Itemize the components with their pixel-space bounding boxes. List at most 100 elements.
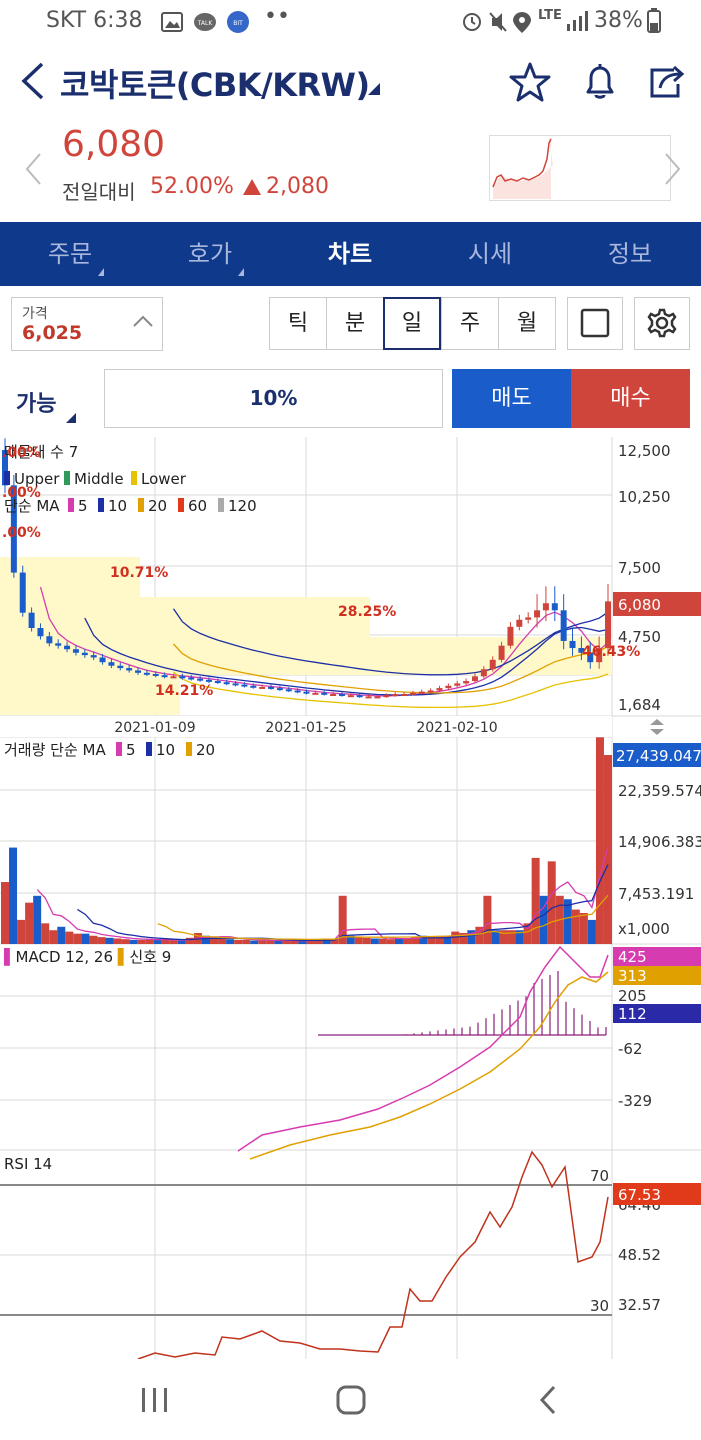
candle-body bbox=[338, 694, 345, 697]
tab-info[interactable]: 정보 bbox=[560, 222, 700, 286]
candle-body bbox=[152, 673, 159, 676]
y-tick: 7,500 bbox=[618, 559, 661, 577]
candle-body bbox=[179, 676, 186, 679]
volume-bar bbox=[411, 937, 420, 944]
battery-percent: 38% bbox=[594, 8, 643, 33]
candle-body bbox=[542, 603, 549, 611]
candle-body bbox=[259, 686, 266, 689]
volume-bar bbox=[531, 857, 540, 944]
volume-bar bbox=[121, 939, 130, 944]
y-tick: 10,250 bbox=[618, 488, 671, 506]
available-selector[interactable]: 가능 bbox=[16, 386, 56, 418]
chart-area[interactable]: 매물대 수 7 Upper Middle Lower 단순 MA 5 10 20 60… bbox=[0, 437, 701, 1359]
tab-label: 호가 bbox=[187, 240, 233, 268]
tab-orderbook[interactable]: 호가 bbox=[140, 222, 280, 286]
settings-button[interactable] bbox=[634, 297, 690, 350]
rsi-line bbox=[137, 1150, 609, 1359]
svg-text:TALK: TALK bbox=[197, 20, 214, 27]
volume-bar bbox=[89, 935, 98, 944]
candle-body bbox=[64, 645, 71, 650]
period-tick[interactable]: 틱 bbox=[269, 297, 327, 350]
sell-button[interactable]: 매도 bbox=[452, 369, 571, 428]
tab-order[interactable]: 주문 bbox=[0, 222, 140, 286]
title-dropdown-icon[interactable] bbox=[366, 82, 382, 96]
fullscreen-button[interactable] bbox=[567, 297, 623, 350]
recent-apps-icon[interactable] bbox=[138, 1385, 172, 1415]
candle-body bbox=[126, 668, 133, 671]
volume-bar bbox=[322, 938, 331, 944]
period-week[interactable]: 주 bbox=[441, 297, 499, 350]
order-ratio-input[interactable]: 10% bbox=[104, 369, 443, 428]
candle-body bbox=[596, 648, 603, 663]
x-tick: 2021-01-09 bbox=[114, 720, 195, 736]
volume-bar bbox=[1, 882, 9, 944]
next-ticker-icon[interactable] bbox=[662, 152, 682, 186]
candle-body bbox=[214, 681, 221, 684]
volume-bar bbox=[17, 919, 26, 944]
volume-bar bbox=[258, 940, 267, 944]
tab-label: 차트 bbox=[327, 240, 373, 268]
buy-button[interactable]: 매수 bbox=[571, 369, 690, 428]
volume-bar bbox=[338, 895, 347, 944]
signal-value-badge bbox=[613, 966, 701, 985]
candle-body bbox=[356, 695, 363, 698]
share-icon[interactable] bbox=[644, 60, 688, 104]
y-tick: x1,000 bbox=[618, 920, 670, 938]
notification-icons: TALK BIT bbox=[161, 11, 249, 33]
volume-bar bbox=[129, 939, 138, 944]
back-icon[interactable] bbox=[534, 1383, 562, 1417]
candle-body bbox=[427, 690, 434, 693]
candle-body bbox=[489, 659, 496, 670]
volume-bar bbox=[507, 930, 516, 944]
chevron-left-icon[interactable] bbox=[18, 60, 48, 102]
volume-bar bbox=[137, 939, 146, 944]
rsi-legend: RSI 14 bbox=[4, 1155, 52, 1173]
signal-icon bbox=[567, 11, 588, 31]
ma-period: 5 bbox=[78, 497, 88, 515]
candle-body bbox=[143, 672, 150, 675]
ticker-name: 코박토큰(CBK/KRW) bbox=[60, 66, 370, 104]
volume-bar bbox=[459, 932, 468, 944]
candle-body bbox=[578, 648, 585, 653]
change-amount: 2,080 bbox=[266, 174, 329, 199]
prev-ticker-icon[interactable] bbox=[24, 152, 44, 186]
rsi-30-label: 30 bbox=[590, 1297, 609, 1315]
mini-chart[interactable] bbox=[489, 135, 671, 201]
page-title[interactable]: 코박토큰(CBK/KRW) bbox=[60, 60, 370, 106]
volume-legend: 거래량 단순 MA bbox=[4, 741, 106, 759]
candle-body bbox=[285, 689, 292, 692]
volume-bar bbox=[250, 940, 259, 944]
volume-bar bbox=[185, 937, 194, 944]
volume-bar bbox=[33, 895, 42, 944]
y-tick: 7,453.191 bbox=[618, 885, 694, 903]
ma-swatch bbox=[68, 498, 74, 512]
star-icon[interactable] bbox=[508, 60, 552, 104]
signal-line bbox=[249, 971, 609, 1160]
volume-ma-lines bbox=[36, 846, 609, 942]
home-icon[interactable] bbox=[334, 1383, 368, 1417]
chevron-up-icon bbox=[133, 315, 153, 327]
tab-chart[interactable]: 차트 bbox=[280, 222, 420, 286]
middle-swatch bbox=[64, 471, 70, 485]
band-lower: Lower bbox=[141, 470, 187, 488]
panel-resize-icon[interactable] bbox=[650, 719, 664, 735]
candle-body bbox=[507, 626, 514, 646]
volume-bar bbox=[435, 937, 444, 944]
volume-bar bbox=[97, 937, 106, 944]
price-selector-label: 가격 bbox=[22, 306, 48, 322]
candle-body bbox=[117, 665, 124, 669]
price-selector[interactable]: 가격 6,025 bbox=[11, 297, 163, 351]
change-label: 전일대비 bbox=[62, 180, 136, 204]
candle-body bbox=[99, 657, 106, 663]
volume-legend-items: 5 10 20 bbox=[116, 741, 215, 759]
volume-bar bbox=[587, 919, 596, 944]
period-day[interactable]: 일 bbox=[383, 297, 441, 350]
period-minute[interactable]: 분 bbox=[326, 297, 384, 350]
tab-quotes[interactable]: 시세 bbox=[420, 222, 560, 286]
macd-legend: ▌MACD 12, 26 ▌신호 9 bbox=[3, 947, 171, 966]
volume-bar bbox=[419, 935, 428, 944]
candle-body bbox=[525, 617, 532, 620]
bell-icon[interactable] bbox=[578, 60, 622, 104]
rsi-70-label: 70 bbox=[590, 1167, 609, 1185]
period-month[interactable]: 월 bbox=[498, 297, 556, 350]
